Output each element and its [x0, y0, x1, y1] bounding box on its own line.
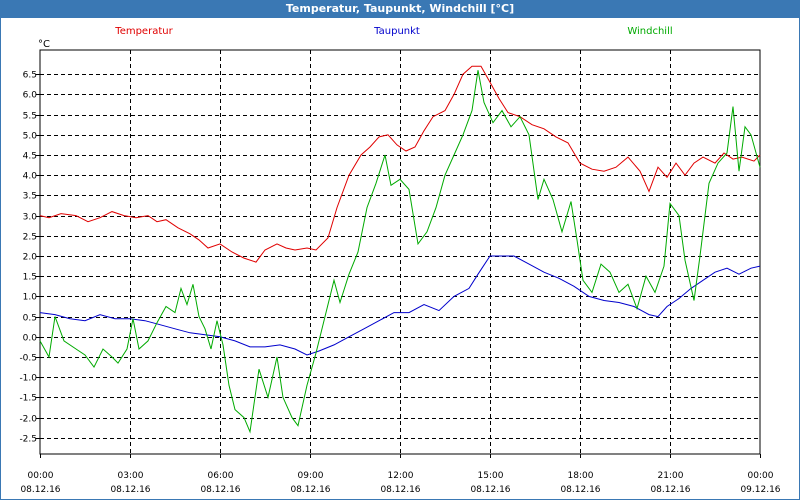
y-tick-label: 2.5	[23, 233, 37, 243]
y-tick-label: 6.5	[23, 71, 37, 81]
y-tick-label: -2.5	[19, 435, 37, 445]
y-tick-label: 5.5	[23, 112, 37, 122]
x-tick-time: 00:00	[748, 471, 774, 481]
y-tick-label: 1.5	[23, 273, 37, 283]
x-tick-date: 08.12.16	[470, 485, 510, 495]
y-tick-label: -0.5	[19, 354, 37, 364]
y-tick-label: -2.0	[19, 415, 37, 425]
x-tick-time: 15:00	[478, 471, 504, 481]
y-tick-label: -1.5	[19, 394, 37, 404]
x-tick-date: 08.12.16	[20, 485, 60, 495]
x-tick-time: 21:00	[658, 471, 684, 481]
x-tick-date: 08.12.16	[560, 485, 600, 495]
y-tick-label: -1.0	[19, 374, 37, 384]
y-tick-label: 5.0	[23, 132, 38, 142]
y-tick-label: 4.5	[23, 152, 37, 162]
y-tick-label: 4.0	[23, 172, 38, 182]
y-axis-unit-label: °C	[38, 39, 50, 50]
series-line-windchill	[39, 70, 761, 434]
y-tick-label: 1.0	[23, 293, 38, 303]
x-tick-time: 18:00	[568, 471, 594, 481]
y-tick-label: 0.5	[23, 314, 37, 324]
x-tick-time: 06:00	[208, 471, 234, 481]
x-tick-date: 08.12.16	[200, 485, 240, 495]
legend-temperatur: Temperatur	[114, 26, 173, 37]
x-tick-date: 09.12.16	[740, 485, 780, 495]
chart-title: Temperatur, Taupunkt, Windchill [°C]	[0, 0, 800, 18]
x-tick-time: 12:00	[388, 471, 414, 481]
legend-windchill: Windchill	[627, 26, 672, 37]
legend-taupunkt: Taupunkt	[373, 26, 420, 37]
x-tick-time: 00:00	[28, 471, 54, 481]
y-tick-label: 2.0	[23, 253, 38, 263]
x-tick-date: 08.12.16	[650, 485, 690, 495]
y-tick-label: 6.0	[23, 91, 38, 101]
y-tick-label: 3.0	[23, 213, 38, 223]
series-line-temperatur	[39, 65, 761, 263]
series-line-taupunkt	[39, 255, 761, 356]
x-tick-date: 08.12.16	[110, 485, 150, 495]
x-tick-date: 08.12.16	[380, 485, 420, 495]
x-tick-date: 08.12.16	[290, 485, 330, 495]
y-tick-label: 0.0	[23, 334, 38, 344]
x-tick-time: 09:00	[298, 471, 324, 481]
y-tick-label: 3.5	[23, 192, 37, 202]
x-tick-time: 03:00	[118, 471, 144, 481]
